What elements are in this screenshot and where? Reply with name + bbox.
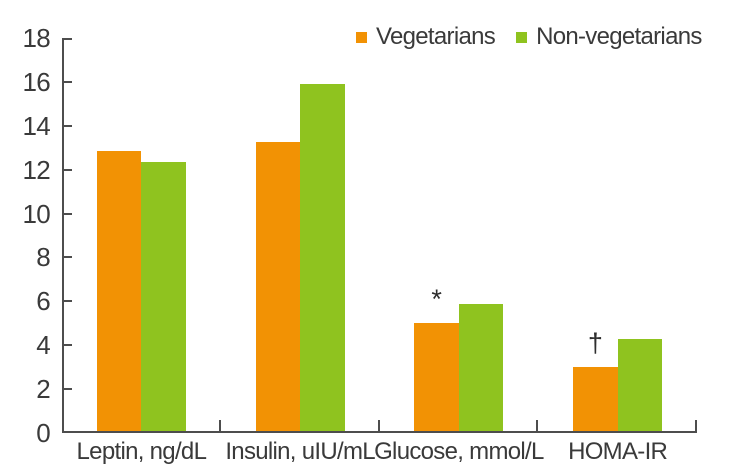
y-axis-tick xyxy=(64,168,72,171)
legend-label: Vegetarians xyxy=(376,23,496,50)
bar-vegetarians-homa-ir xyxy=(573,367,618,433)
orange-square-icon xyxy=(356,32,367,43)
y-axis-tick-label: 4 xyxy=(36,330,50,361)
y-axis-tick-label: 0 xyxy=(36,418,50,448)
y-axis-tick xyxy=(64,212,72,215)
y-axis-tick xyxy=(64,300,72,303)
plot-area: * † xyxy=(62,38,697,433)
bar-vegetarians-insulin-uiu-ml xyxy=(255,142,301,433)
y-axis-tick-label: 12 xyxy=(22,154,50,185)
y-axis-line xyxy=(62,38,64,433)
x-axis-line xyxy=(62,431,697,433)
bar-non-vegetarians-leptin-ng-dl xyxy=(141,162,186,433)
x-axis-category-label: Leptin, ng/dL xyxy=(76,438,207,465)
significance-marker-glucose-mmol-l: * xyxy=(431,284,442,315)
legend-item-vegetarians: Vegetarians xyxy=(356,23,496,50)
y-axis-tick xyxy=(64,38,72,40)
x-axis-category-label: HOMA-IR xyxy=(568,438,668,465)
y-axis-tick xyxy=(64,80,72,83)
green-square-icon xyxy=(516,32,528,43)
y-axis-tick-label: 18 xyxy=(22,23,50,53)
bar-non-vegetarians-insulin-uiu-ml xyxy=(300,84,345,433)
legend-label: Non-vegetarians xyxy=(536,23,702,50)
chart-legend: Vegetarians Non-vegetarians xyxy=(356,25,702,49)
bar-vegetarians-leptin-ng-dl xyxy=(96,151,142,433)
y-axis-tick xyxy=(64,344,72,347)
bar-vegetarians-glucose-mmol-l xyxy=(414,323,459,433)
y-axis-tick xyxy=(64,256,72,259)
x-axis-tick xyxy=(378,420,380,431)
x-axis-category-label: Insulin, uIU/mL xyxy=(225,438,375,465)
x-axis-tick xyxy=(536,420,538,431)
y-axis-tick-label: 8 xyxy=(36,242,50,273)
significance-marker-homa-ir: † xyxy=(587,328,603,359)
y-axis-tick-label: 2 xyxy=(36,374,50,405)
y-axis-tick-label: 14 xyxy=(22,110,50,141)
x-axis-tick xyxy=(695,420,697,431)
y-axis-tick-label: 6 xyxy=(36,286,50,317)
x-axis-category-label: Glucose, mmol/L xyxy=(374,438,544,465)
y-axis-tick-label: 16 xyxy=(22,66,50,97)
x-axis-tick xyxy=(219,420,221,431)
y-axis-tick xyxy=(64,124,72,127)
bar-non-vegetarians-glucose-mmol-l xyxy=(458,303,504,433)
y-axis-tick xyxy=(64,388,72,391)
y-axis-tick-label: 10 xyxy=(22,198,50,229)
bar-non-vegetarians-homa-ir xyxy=(617,338,663,433)
legend-item-non-vegetarians: Non-vegetarians xyxy=(516,25,702,49)
